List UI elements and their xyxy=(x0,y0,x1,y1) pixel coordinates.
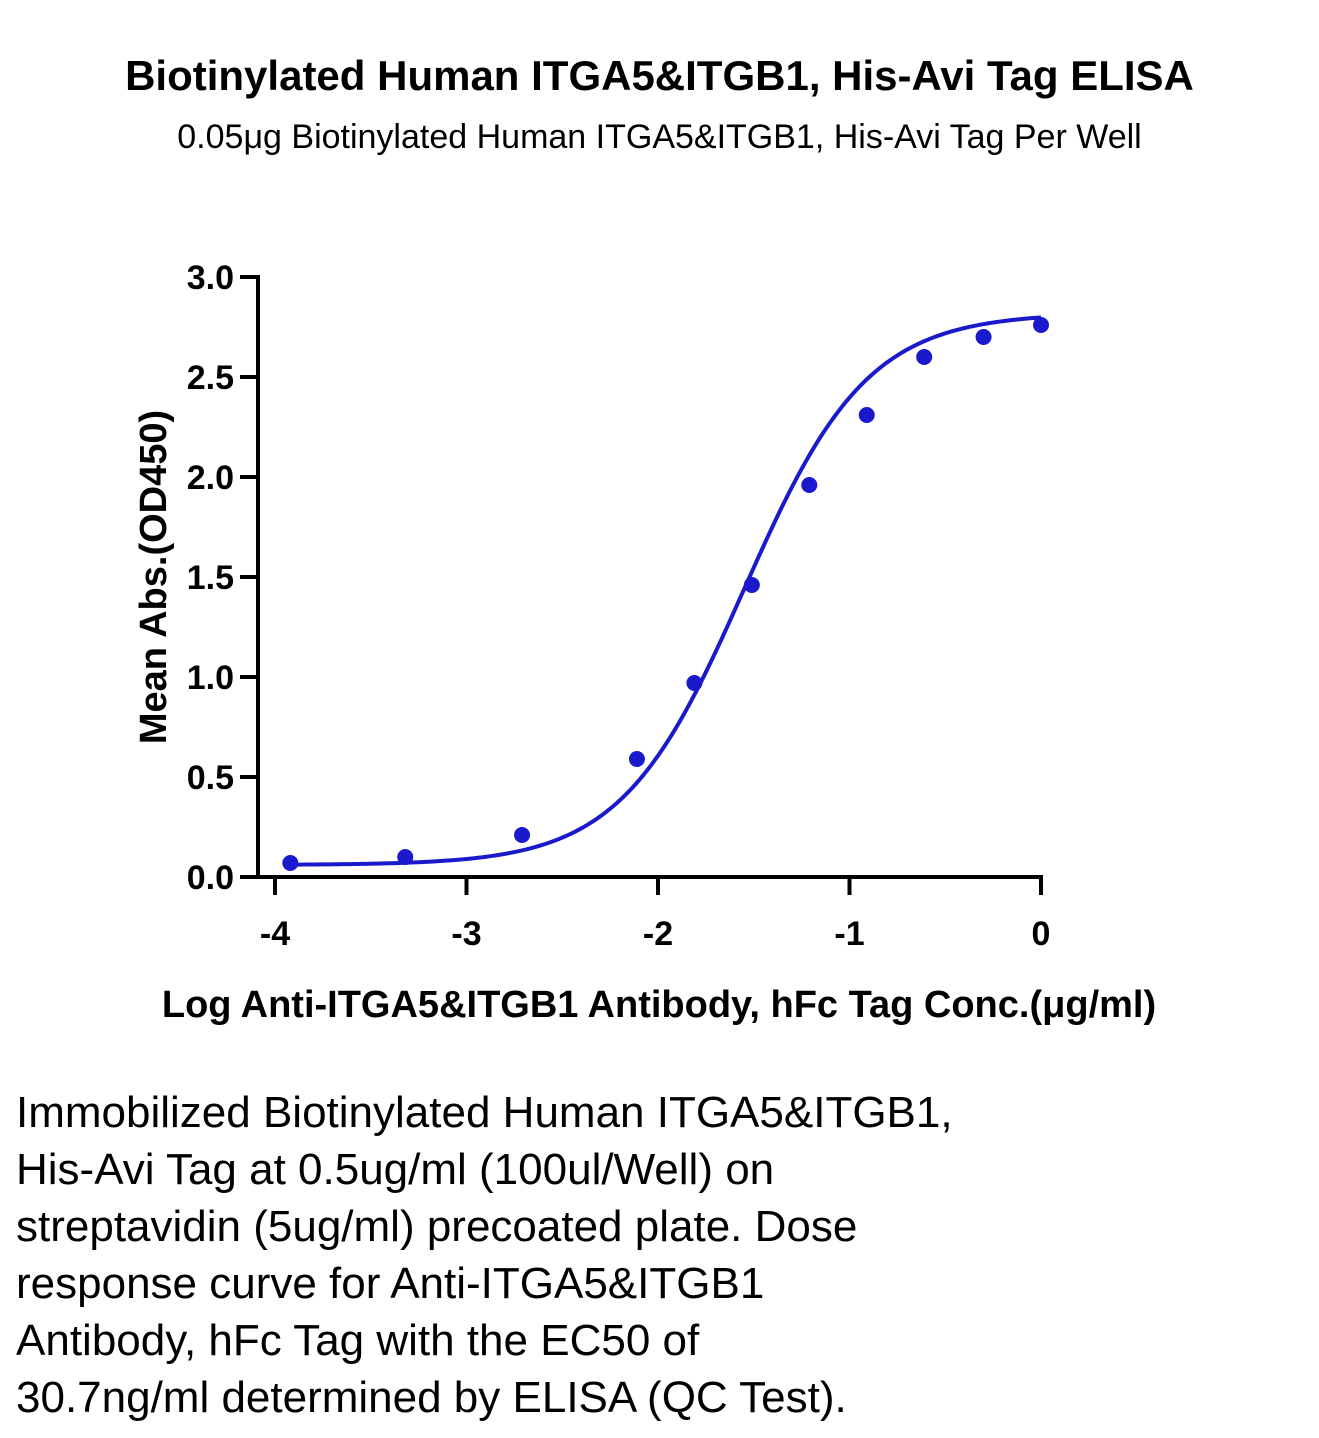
x-tick-label: -2 xyxy=(643,915,673,953)
axis-labels-layer: 0.0 0.5 1.0 1.5 2.0 2.5 3.0 -4 -3 -2 -1 0 Log Anti-I… xyxy=(133,259,1156,1026)
data-point xyxy=(975,329,992,345)
y-tick-label: 2.5 xyxy=(187,359,234,397)
data-point xyxy=(282,855,299,871)
chart-title: Biotinylated Human ITGA5&ITGB1, His-Avi … xyxy=(125,52,1194,99)
data-point xyxy=(801,477,818,493)
y-tick-label: 2.0 xyxy=(187,459,234,497)
x-axis-label: Log Anti-ITGA5&ITGB1 Antibody, hFc Tag C… xyxy=(162,984,1156,1026)
fit-curve-layer xyxy=(290,315,1042,867)
data-point xyxy=(916,349,933,365)
caption-line: Antibody, hFc Tag with the EC50 of xyxy=(16,1316,700,1365)
y-tick-label: 1.5 xyxy=(187,559,234,597)
caption-line: response curve for Anti-ITGA5&ITGB1 xyxy=(16,1259,765,1308)
elisa-chart: 0.0 0.5 1.0 1.5 2.0 2.5 3.0 -4 -3 -2 -1 0 Log Anti-I… xyxy=(133,259,1156,1026)
y-tick-label: 0.0 xyxy=(187,859,234,897)
fit-curve xyxy=(290,315,1042,867)
x-tick-label: -1 xyxy=(834,915,864,953)
data-point xyxy=(858,407,875,423)
x-tick-label: 0 xyxy=(1032,915,1051,953)
caption-line: His-Avi Tag at 0.5ug/ml (100ul/Well) on xyxy=(16,1145,775,1194)
data-point xyxy=(397,849,414,865)
data-points-layer xyxy=(282,317,1049,871)
chart-subtitle: 0.05μg Biotinylated Human ITGA5&ITGB1, H… xyxy=(177,118,1142,156)
figure-caption: Immobilized Biotinylated Human ITGA5&ITG… xyxy=(16,1084,1216,1426)
data-point xyxy=(686,675,703,691)
data-point xyxy=(1033,317,1049,333)
caption-line: Immobilized Biotinylated Human ITGA5&ITG… xyxy=(16,1088,953,1137)
caption-line: streptavidin (5ug/ml) precoated plate. D… xyxy=(16,1202,858,1251)
x-tick-label: -4 xyxy=(260,915,290,953)
x-tick-label: -3 xyxy=(451,915,481,953)
data-point xyxy=(514,827,531,843)
axes xyxy=(240,275,1043,895)
y-tick-label: 3.0 xyxy=(187,259,234,297)
y-axis-label: Mean Abs.(OD450) xyxy=(133,410,175,744)
y-tick-label: 1.0 xyxy=(187,659,234,697)
caption-line: 30.7ng/ml determined by ELISA (QC Test). xyxy=(16,1373,847,1422)
data-point xyxy=(628,751,645,767)
y-tick-label: 0.5 xyxy=(187,759,234,797)
data-point xyxy=(743,577,760,593)
